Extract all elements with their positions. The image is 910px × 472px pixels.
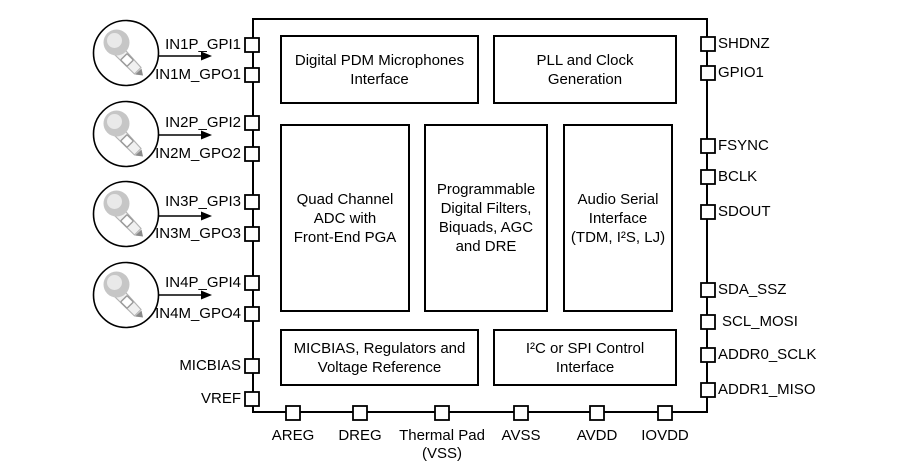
pin-square-avss — [513, 405, 529, 421]
pin-label-vref: VREF — [200, 390, 241, 407]
pin-label-shdnz: SHDNZ — [718, 35, 770, 52]
pin-square-gpio1 — [700, 65, 716, 81]
block-audio-serial: Audio Serial Interface (TDM, I²S, LJ) — [563, 124, 673, 312]
pin-label-addr1-miso: ADDR1_MISO — [718, 381, 816, 398]
pin-square-in1m-gpo1 — [244, 67, 260, 83]
pin-label-thermal-pad: Thermal Pad (VSS) — [399, 427, 485, 462]
pin-square-fsync — [700, 138, 716, 154]
arrow-right-icon — [159, 211, 212, 221]
pin-square-avdd — [589, 405, 605, 421]
pin-label-in4p-gpi4: IN4P_GPI4 — [165, 274, 241, 291]
arrow-right-icon — [159, 51, 212, 61]
pin-square-iovdd — [657, 405, 673, 421]
pin-label-in3m-gpo3: IN3M_GPO3 — [155, 225, 241, 242]
pin-label-bclk: BCLK — [718, 168, 758, 185]
pin-square-sdout — [700, 204, 716, 220]
pin-label-in2p-gpi2: IN2P_GPI2 — [165, 114, 241, 131]
pin-square-sda-ssz — [700, 282, 716, 298]
pin-square-addr0-sclk — [700, 347, 716, 363]
arrow-right-icon — [159, 290, 212, 300]
pin-label-scl-mosi: SCL_MOSI — [722, 313, 798, 330]
block-control-interface: I²C or SPI Control Interface — [493, 329, 677, 386]
pin-square-in1p-gpi1 — [244, 37, 260, 53]
pin-label-in2m-gpo2: IN2M_GPO2 — [155, 145, 241, 162]
pin-label-gpio1: GPIO1 — [718, 64, 764, 81]
pin-square-in2m-gpo2 — [244, 146, 260, 162]
pin-label-dreg: DREG — [338, 427, 382, 444]
pin-label-addr0-sclk: ADDR0_SCLK — [718, 346, 817, 363]
pin-square-addr1-miso — [700, 382, 716, 398]
pin-square-micbias — [244, 358, 260, 374]
pin-square-thermal-pad — [434, 405, 450, 421]
block-pdm-interface: Digital PDM Microphones Interface — [280, 35, 479, 104]
pin-label-avdd: AVDD — [576, 427, 618, 444]
pin-label-in3p-gpi3: IN3P_GPI3 — [165, 193, 241, 210]
pin-label-fsync: FSYNC — [718, 137, 769, 154]
block-digital-filters: Programmable Digital Filters, Biquads, A… — [424, 124, 548, 312]
pin-square-in3m-gpo3 — [244, 226, 260, 242]
pin-label-sda-ssz: SDA_SSZ — [718, 281, 787, 298]
pin-label-sdout: SDOUT — [718, 203, 771, 220]
pin-square-scl-mosi — [700, 314, 716, 330]
pin-square-bclk — [700, 169, 716, 185]
pin-label-iovdd: IOVDD — [641, 427, 689, 444]
pin-label-avss: AVSS — [501, 427, 541, 444]
pin-label-areg: AREG — [271, 427, 315, 444]
pin-square-in4p-gpi4 — [244, 275, 260, 291]
pin-label-in1p-gpi1: IN1P_GPI1 — [165, 36, 241, 53]
pin-label-in4m-gpo4: IN4M_GPO4 — [155, 305, 241, 322]
pin-square-vref — [244, 391, 260, 407]
pin-label-micbias: MICBIAS — [179, 357, 241, 374]
pin-square-in2p-gpi2 — [244, 115, 260, 131]
pin-square-in4m-gpo4 — [244, 306, 260, 322]
pin-square-dreg — [352, 405, 368, 421]
arrow-right-icon — [159, 130, 212, 140]
pin-square-in3p-gpi3 — [244, 194, 260, 210]
pin-square-areg — [285, 405, 301, 421]
pin-label-in1m-gpo1: IN1M_GPO1 — [155, 66, 241, 83]
block-micbias-regulators: MICBIAS, Regulators and Voltage Referenc… — [280, 329, 479, 386]
block-pll-clock: PLL and Clock Generation — [493, 35, 677, 104]
pin-square-shdnz — [700, 36, 716, 52]
block-quad-adc: Quad Channel ADC with Front-End PGA — [280, 124, 410, 312]
